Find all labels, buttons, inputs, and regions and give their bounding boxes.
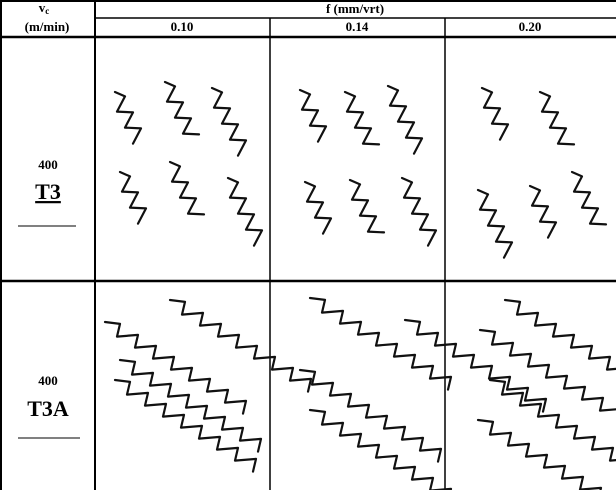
feed-label: 0.20 [519,19,542,34]
row-tool: T3A [27,396,69,421]
feed-label: 0.14 [346,19,369,34]
feed-label: 0.10 [171,19,194,34]
speed-unit: (m/min) [25,19,70,34]
figure: vc (m/min) f (mm/vrt) 0.10 0.14 0.20 400… [0,0,616,490]
row-speed: 400 [38,373,58,388]
row-tool: T3 [35,179,61,204]
speed-subscript: c [45,6,49,16]
background [0,0,616,490]
feed-title: f (mm/vrt) [326,1,384,16]
row-speed: 400 [38,157,58,172]
